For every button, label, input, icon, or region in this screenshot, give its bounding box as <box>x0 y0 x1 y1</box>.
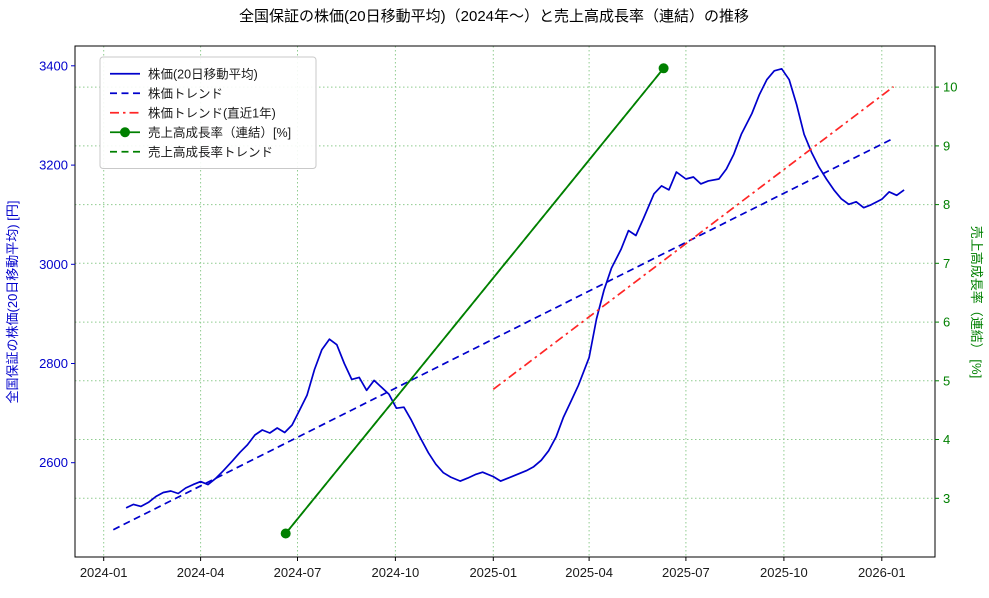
legend-item-label: 株価(20日移動平均) <box>148 66 258 81</box>
axis-ticks: 2024-01 2024-04 2024-07 2024-10 2025-01 2025-… <box>39 58 957 580</box>
legend-box <box>99 56 317 169</box>
y-right-tick-label: 10 <box>943 80 957 95</box>
legend-item-label: 売上高成長率（連結）[%] <box>148 125 291 140</box>
growth-trend-line <box>285 67 665 535</box>
x-tick-label: 2025-04 <box>565 565 613 580</box>
y-left-tick-label: 2600 <box>39 455 68 470</box>
x-tick-label: 2025-07 <box>662 565 710 580</box>
plot-frame <box>74 45 936 558</box>
x-tick-label: 2025-01 <box>469 565 517 580</box>
y-left-tick-label: 3000 <box>39 257 68 272</box>
legend-item-label: 売上高成長率トレンド <box>148 144 273 159</box>
x-tick-label: 2024-01 <box>80 565 128 580</box>
price-trend-line <box>112 137 894 531</box>
x-tick-label: 2026-01 <box>858 565 906 580</box>
y-left-tick-label: 3200 <box>39 158 68 173</box>
legend-marker-growth-line <box>120 127 130 138</box>
legend-item-label: 株価トレンド(直近1年) <box>148 105 276 120</box>
y-right-tick-label: 8 <box>943 197 950 212</box>
y-axis-label-right: 売上高成長率（連結） [%] <box>969 226 984 378</box>
price-ma-line <box>125 67 905 509</box>
y-right-tick-label: 3 <box>943 491 950 506</box>
chart-title: 全国保証の株価(20日移動平均)（2024年〜）と売上高成長率（連結）の推移 <box>239 7 749 25</box>
x-tick-label: 2024-10 <box>372 565 420 580</box>
y-left-tick-label: 3400 <box>39 58 68 73</box>
series-layer <box>112 63 905 539</box>
y-right-tick-label: 6 <box>943 315 950 330</box>
y-right-tick-label: 5 <box>943 373 950 388</box>
y-right-tick-label: 9 <box>943 138 950 153</box>
price-trend-recent-line <box>492 86 895 390</box>
x-tick-label: 2025-10 <box>760 565 808 580</box>
y-left-tick-label: 2800 <box>39 356 68 371</box>
y-axis-label-left: 全国保証の株価(20日移動平均) [円] <box>5 201 20 404</box>
y-right-tick-label: 4 <box>943 432 950 447</box>
legend-item-label: 株価トレンド <box>148 86 223 101</box>
x-tick-label: 2024-07 <box>274 565 322 580</box>
y-right-tick-label: 7 <box>943 256 950 271</box>
x-tick-label: 2024-04 <box>177 565 225 580</box>
